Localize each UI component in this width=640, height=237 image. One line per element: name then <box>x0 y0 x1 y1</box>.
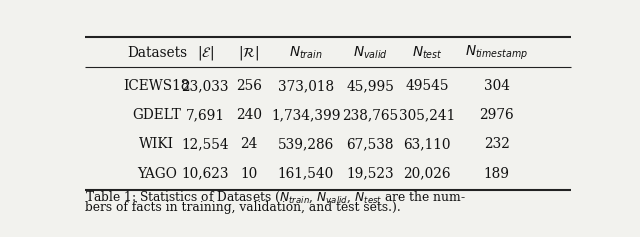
Text: Table 1: Statistics of Datasets ($N_{train}$, $N_{valid}$, $N_{test}$ are the nu: Table 1: Statistics of Datasets ($N_{tra… <box>85 190 466 205</box>
Text: 240: 240 <box>236 108 262 122</box>
Text: 67,538: 67,538 <box>346 137 394 151</box>
Text: 20,026: 20,026 <box>403 167 451 181</box>
Text: $N_{test}$: $N_{test}$ <box>412 45 443 61</box>
Text: 23,033: 23,033 <box>182 79 229 93</box>
Text: ICEWS18: ICEWS18 <box>124 79 190 93</box>
Text: $N_{valid}$: $N_{valid}$ <box>353 45 388 61</box>
Text: YAGO: YAGO <box>137 167 177 181</box>
Text: Datasets: Datasets <box>127 46 187 60</box>
Text: 45,995: 45,995 <box>346 79 394 93</box>
Text: bers of facts in training, validation, and test sets.).: bers of facts in training, validation, a… <box>85 201 401 214</box>
Text: 1,734,399: 1,734,399 <box>271 108 340 122</box>
Text: 2976: 2976 <box>479 108 514 122</box>
Text: 189: 189 <box>484 167 509 181</box>
Text: 49545: 49545 <box>406 79 449 93</box>
Text: $N_{train}$: $N_{train}$ <box>289 45 323 61</box>
Text: WIKI: WIKI <box>140 137 174 151</box>
Text: 232: 232 <box>484 137 509 151</box>
Text: 539,286: 539,286 <box>278 137 334 151</box>
Text: 305,241: 305,241 <box>399 108 455 122</box>
Text: 12,554: 12,554 <box>181 137 229 151</box>
Text: 161,540: 161,540 <box>278 167 334 181</box>
Text: 238,765: 238,765 <box>342 108 398 122</box>
Text: 19,523: 19,523 <box>346 167 394 181</box>
Text: 7,691: 7,691 <box>186 108 225 122</box>
Text: 256: 256 <box>236 79 262 93</box>
Text: 304: 304 <box>484 79 509 93</box>
Text: 63,110: 63,110 <box>403 137 451 151</box>
Text: $|\mathcal{E}|$: $|\mathcal{E}|$ <box>196 44 214 62</box>
Text: $N_{timestamp}$: $N_{timestamp}$ <box>465 44 528 62</box>
Text: 24: 24 <box>240 137 257 151</box>
Text: GDELT: GDELT <box>132 108 181 122</box>
Text: $|\mathcal{R}|$: $|\mathcal{R}|$ <box>238 44 259 62</box>
Text: 373,018: 373,018 <box>278 79 333 93</box>
Text: 10,623: 10,623 <box>182 167 229 181</box>
Text: 10: 10 <box>240 167 257 181</box>
